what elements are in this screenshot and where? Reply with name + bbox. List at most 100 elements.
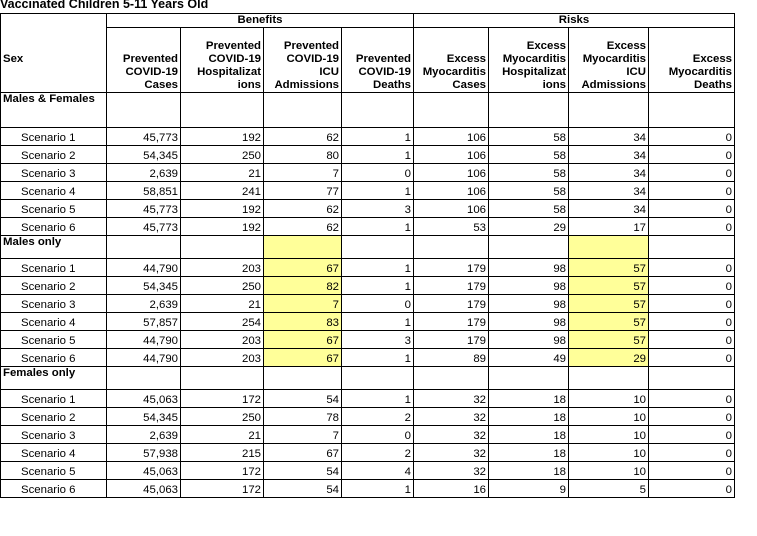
group-spacer-cell: [648, 366, 735, 390]
value-cell: 16: [413, 479, 489, 498]
column-header-excess-myocarditis-icu: Excess Myocarditis ICU Admissions: [568, 27, 649, 93]
value-cell: 54,345: [106, 407, 181, 426]
value-cell: 203: [180, 258, 264, 277]
value-cell: 1: [341, 145, 414, 164]
group-spacer-cell: [341, 92, 414, 128]
value-cell: 0: [648, 145, 735, 164]
column-header-prevented-cases: Prevented COVID-19 Cases: [106, 27, 181, 93]
value-cell: 44,790: [106, 348, 181, 367]
value-cell: 53: [413, 217, 489, 236]
value-cell: 54,345: [106, 276, 181, 295]
value-cell: 2: [341, 407, 414, 426]
value-cell: 58,851: [106, 181, 181, 200]
value-cell: 0: [648, 199, 735, 218]
table-row: Scenario 3 2,639 21 7 0 179 98 57 0: [0, 294, 735, 313]
value-cell: 18: [488, 389, 569, 408]
group-row: Males only: [0, 235, 735, 259]
value-cell: 34: [568, 181, 649, 200]
value-cell: 179: [413, 312, 489, 331]
value-cell: 5: [568, 479, 649, 498]
value-cell: 250: [180, 145, 264, 164]
page-title: Vaccinated Children 5-11 Years Old: [0, 0, 209, 11]
value-cell: 250: [180, 407, 264, 426]
value-cell: 98: [488, 294, 569, 313]
table-row: Scenario 5 45,773 192 62 3 106 58 34 0: [0, 199, 735, 218]
value-cell: 0: [648, 461, 735, 480]
group-label: Males & Females: [0, 92, 107, 128]
group-spacer-cell: [180, 366, 264, 390]
value-cell: 179: [413, 294, 489, 313]
table-row: Scenario 4 58,851 241 77 1 106 58 34 0: [0, 181, 735, 200]
table-row: Scenario 3 2,639 21 7 0 32 18 10 0: [0, 425, 735, 444]
group-row: Males & Females: [0, 92, 735, 128]
table-row: Scenario 6 45,063 172 54 1 16 9 5 0: [0, 479, 735, 498]
value-cell: 67: [263, 348, 342, 367]
value-cell: 57: [568, 312, 649, 331]
scenario-label: Scenario 2: [0, 276, 107, 295]
value-cell: 57: [568, 330, 649, 349]
value-cell: 34: [568, 199, 649, 218]
column-header-excess-myocarditis-hospitalizations: Excess Myocarditis Hospitalizat ions: [488, 27, 569, 93]
value-cell: 203: [180, 330, 264, 349]
value-cell: 67: [263, 443, 342, 462]
group-spacer-cell: [568, 235, 649, 259]
column-header-excess-myocarditis-cases: Excess Myocarditis Cases: [413, 27, 489, 93]
value-cell: 0: [648, 163, 735, 182]
value-cell: 98: [488, 312, 569, 331]
value-cell: 0: [648, 407, 735, 426]
value-cell: 10: [568, 389, 649, 408]
scenario-label: Scenario 2: [0, 145, 107, 164]
value-cell: 215: [180, 443, 264, 462]
value-cell: 179: [413, 258, 489, 277]
value-cell: 0: [648, 217, 735, 236]
group-spacer-cell: [106, 366, 181, 390]
value-cell: 192: [180, 199, 264, 218]
value-cell: 57: [568, 294, 649, 313]
value-cell: 2: [341, 443, 414, 462]
scenario-label: Scenario 4: [0, 443, 107, 462]
value-cell: 58: [488, 181, 569, 200]
value-cell: 77: [263, 181, 342, 200]
value-cell: 78: [263, 407, 342, 426]
table-row: Scenario 6 45,773 192 62 1 53 29 17 0: [0, 217, 735, 236]
value-cell: 1: [341, 127, 414, 146]
group-spacer-cell: [413, 366, 489, 390]
value-cell: 1: [341, 348, 414, 367]
value-cell: 58: [488, 127, 569, 146]
value-cell: 0: [341, 294, 414, 313]
table-row: Scenario 1 45,773 192 62 1 106 58 34 0: [0, 127, 735, 146]
value-cell: 250: [180, 276, 264, 295]
value-cell: 58: [488, 145, 569, 164]
group-spacer-cell: [106, 235, 181, 259]
group-row: Females only: [0, 366, 735, 390]
value-cell: 34: [568, 145, 649, 164]
value-cell: 67: [263, 258, 342, 277]
value-cell: 106: [413, 181, 489, 200]
value-cell: 3: [341, 199, 414, 218]
value-cell: 7: [263, 425, 342, 444]
value-cell: 0: [648, 443, 735, 462]
group-spacer-cell: [413, 92, 489, 128]
value-cell: 1: [341, 181, 414, 200]
value-cell: 10: [568, 425, 649, 444]
table-row: Scenario 4 57,938 215 67 2 32 18 10 0: [0, 443, 735, 462]
scenario-label: Scenario 4: [0, 181, 107, 200]
group-spacer-cell: [180, 235, 264, 259]
value-cell: 45,773: [106, 199, 181, 218]
column-header-excess-myocarditis-deaths: Excess Myocarditis Deaths: [648, 27, 735, 93]
value-cell: 49: [488, 348, 569, 367]
value-cell: 1: [341, 479, 414, 498]
scenario-label: Scenario 6: [0, 348, 107, 367]
value-cell: 179: [413, 276, 489, 295]
scenario-label: Scenario 3: [0, 294, 107, 313]
value-cell: 32: [413, 461, 489, 480]
value-cell: 67: [263, 330, 342, 349]
scenario-label: Scenario 1: [0, 127, 107, 146]
group-spacer-cell: [341, 366, 414, 390]
scenario-label: Scenario 3: [0, 425, 107, 444]
value-cell: 54: [263, 479, 342, 498]
group-spacer-cell: [180, 92, 264, 128]
value-cell: 0: [648, 127, 735, 146]
value-cell: 98: [488, 258, 569, 277]
group-spacer-cell: [263, 366, 342, 390]
